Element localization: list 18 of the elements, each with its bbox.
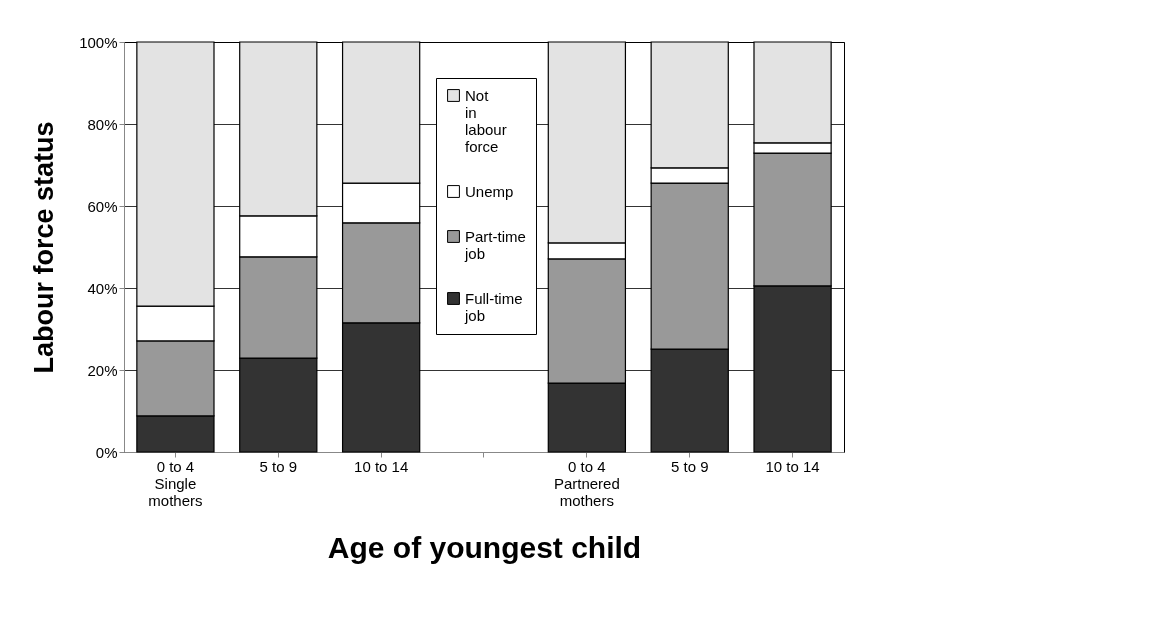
x-tick-label: 5 to 9 <box>670 457 709 475</box>
y-tick-label: 80% <box>87 115 118 133</box>
x-axis-title: Age of youngest child <box>327 530 642 564</box>
x-tick-label: 10 to 14 <box>354 457 409 475</box>
y-tick-label: 40% <box>87 279 118 297</box>
y-tick-label: 60% <box>87 197 118 215</box>
x-tick-label: 0 to 4 Single mothers <box>148 457 203 509</box>
y-tick-label: 100% <box>79 33 118 51</box>
legend-label: Full-time job <box>464 289 523 324</box>
x-tick-label: 0 to 4 Partnered mothers <box>553 457 620 509</box>
y-tick-label: 20% <box>87 361 118 379</box>
y-axis-title: Labour force status <box>29 121 60 374</box>
y-tick-label: 0% <box>95 443 118 461</box>
legend-label: Unemp <box>465 182 514 200</box>
x-tick-label: 10 to 14 <box>765 457 820 475</box>
x-tick-label: 5 to 9 <box>259 457 298 475</box>
legend-label: Not in labour force <box>465 86 507 155</box>
legend-label: Part-time job <box>464 227 526 262</box>
